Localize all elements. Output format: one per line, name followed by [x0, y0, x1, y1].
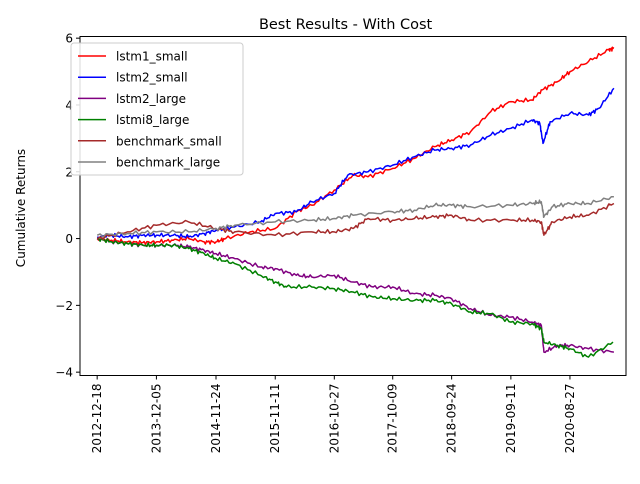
x-tick-label: 2016-10-27 [327, 384, 341, 454]
legend-label-lstm2_small: lstm2_small [116, 71, 188, 85]
chart-title: Best Results - With Cost [259, 17, 433, 33]
plot-frame [79, 36, 627, 376]
legend-label-benchmark_large: benchmark_large [116, 156, 220, 170]
x-tick-label: 2015-11-11 [268, 384, 282, 454]
legend-box [70, 42, 244, 176]
legend-label-lstm2_large: lstm2_large [116, 92, 186, 106]
y-tick-label: −4 [55, 366, 73, 380]
y-tick-label: −2 [55, 299, 73, 313]
series-line-benchmark_small [96, 202, 615, 241]
series-line-lstm2_large [97, 237, 614, 354]
legend-label-lstmi8_large: lstmi8_large [116, 113, 189, 127]
legend: lstm1_small lstm2_small lstm2_large lstmi8_… [70, 42, 244, 176]
x-tick-label: 2020-08-27 [563, 384, 577, 454]
series-layer [96, 46, 615, 358]
x-tick-label: 2018-09-24 [445, 384, 459, 454]
series-line-benchmark_large [96, 195, 614, 238]
y-tick-label: 4 [65, 98, 73, 112]
x-tick-label: 2019-09-11 [504, 384, 518, 454]
x-axis-ticks: 2012-12-18 2013-12-05 2014-11-24 2015-11-11… [90, 375, 577, 454]
x-tick-label: 2014-11-24 [209, 384, 223, 454]
series-line-lstmi8_large [97, 237, 614, 358]
x-tick-label: 2012-12-18 [90, 384, 104, 454]
x-tick-label: 2017-10-09 [386, 384, 400, 454]
y-tick-label: 0 [65, 232, 73, 246]
y-axis-ticks: 6 4 2 0 −2 −4 [55, 32, 80, 380]
legend-label-lstm1_small: lstm1_small [116, 50, 188, 64]
legend-label-benchmark_small: benchmark_small [116, 134, 222, 148]
y-tick-label: 2 [65, 165, 73, 179]
y-tick-label: 6 [65, 32, 73, 46]
series-line-lstm2_small [96, 87, 615, 240]
y-axis-label: Cumulative Returns [14, 149, 28, 267]
x-tick-label: 2013-12-05 [149, 384, 163, 454]
